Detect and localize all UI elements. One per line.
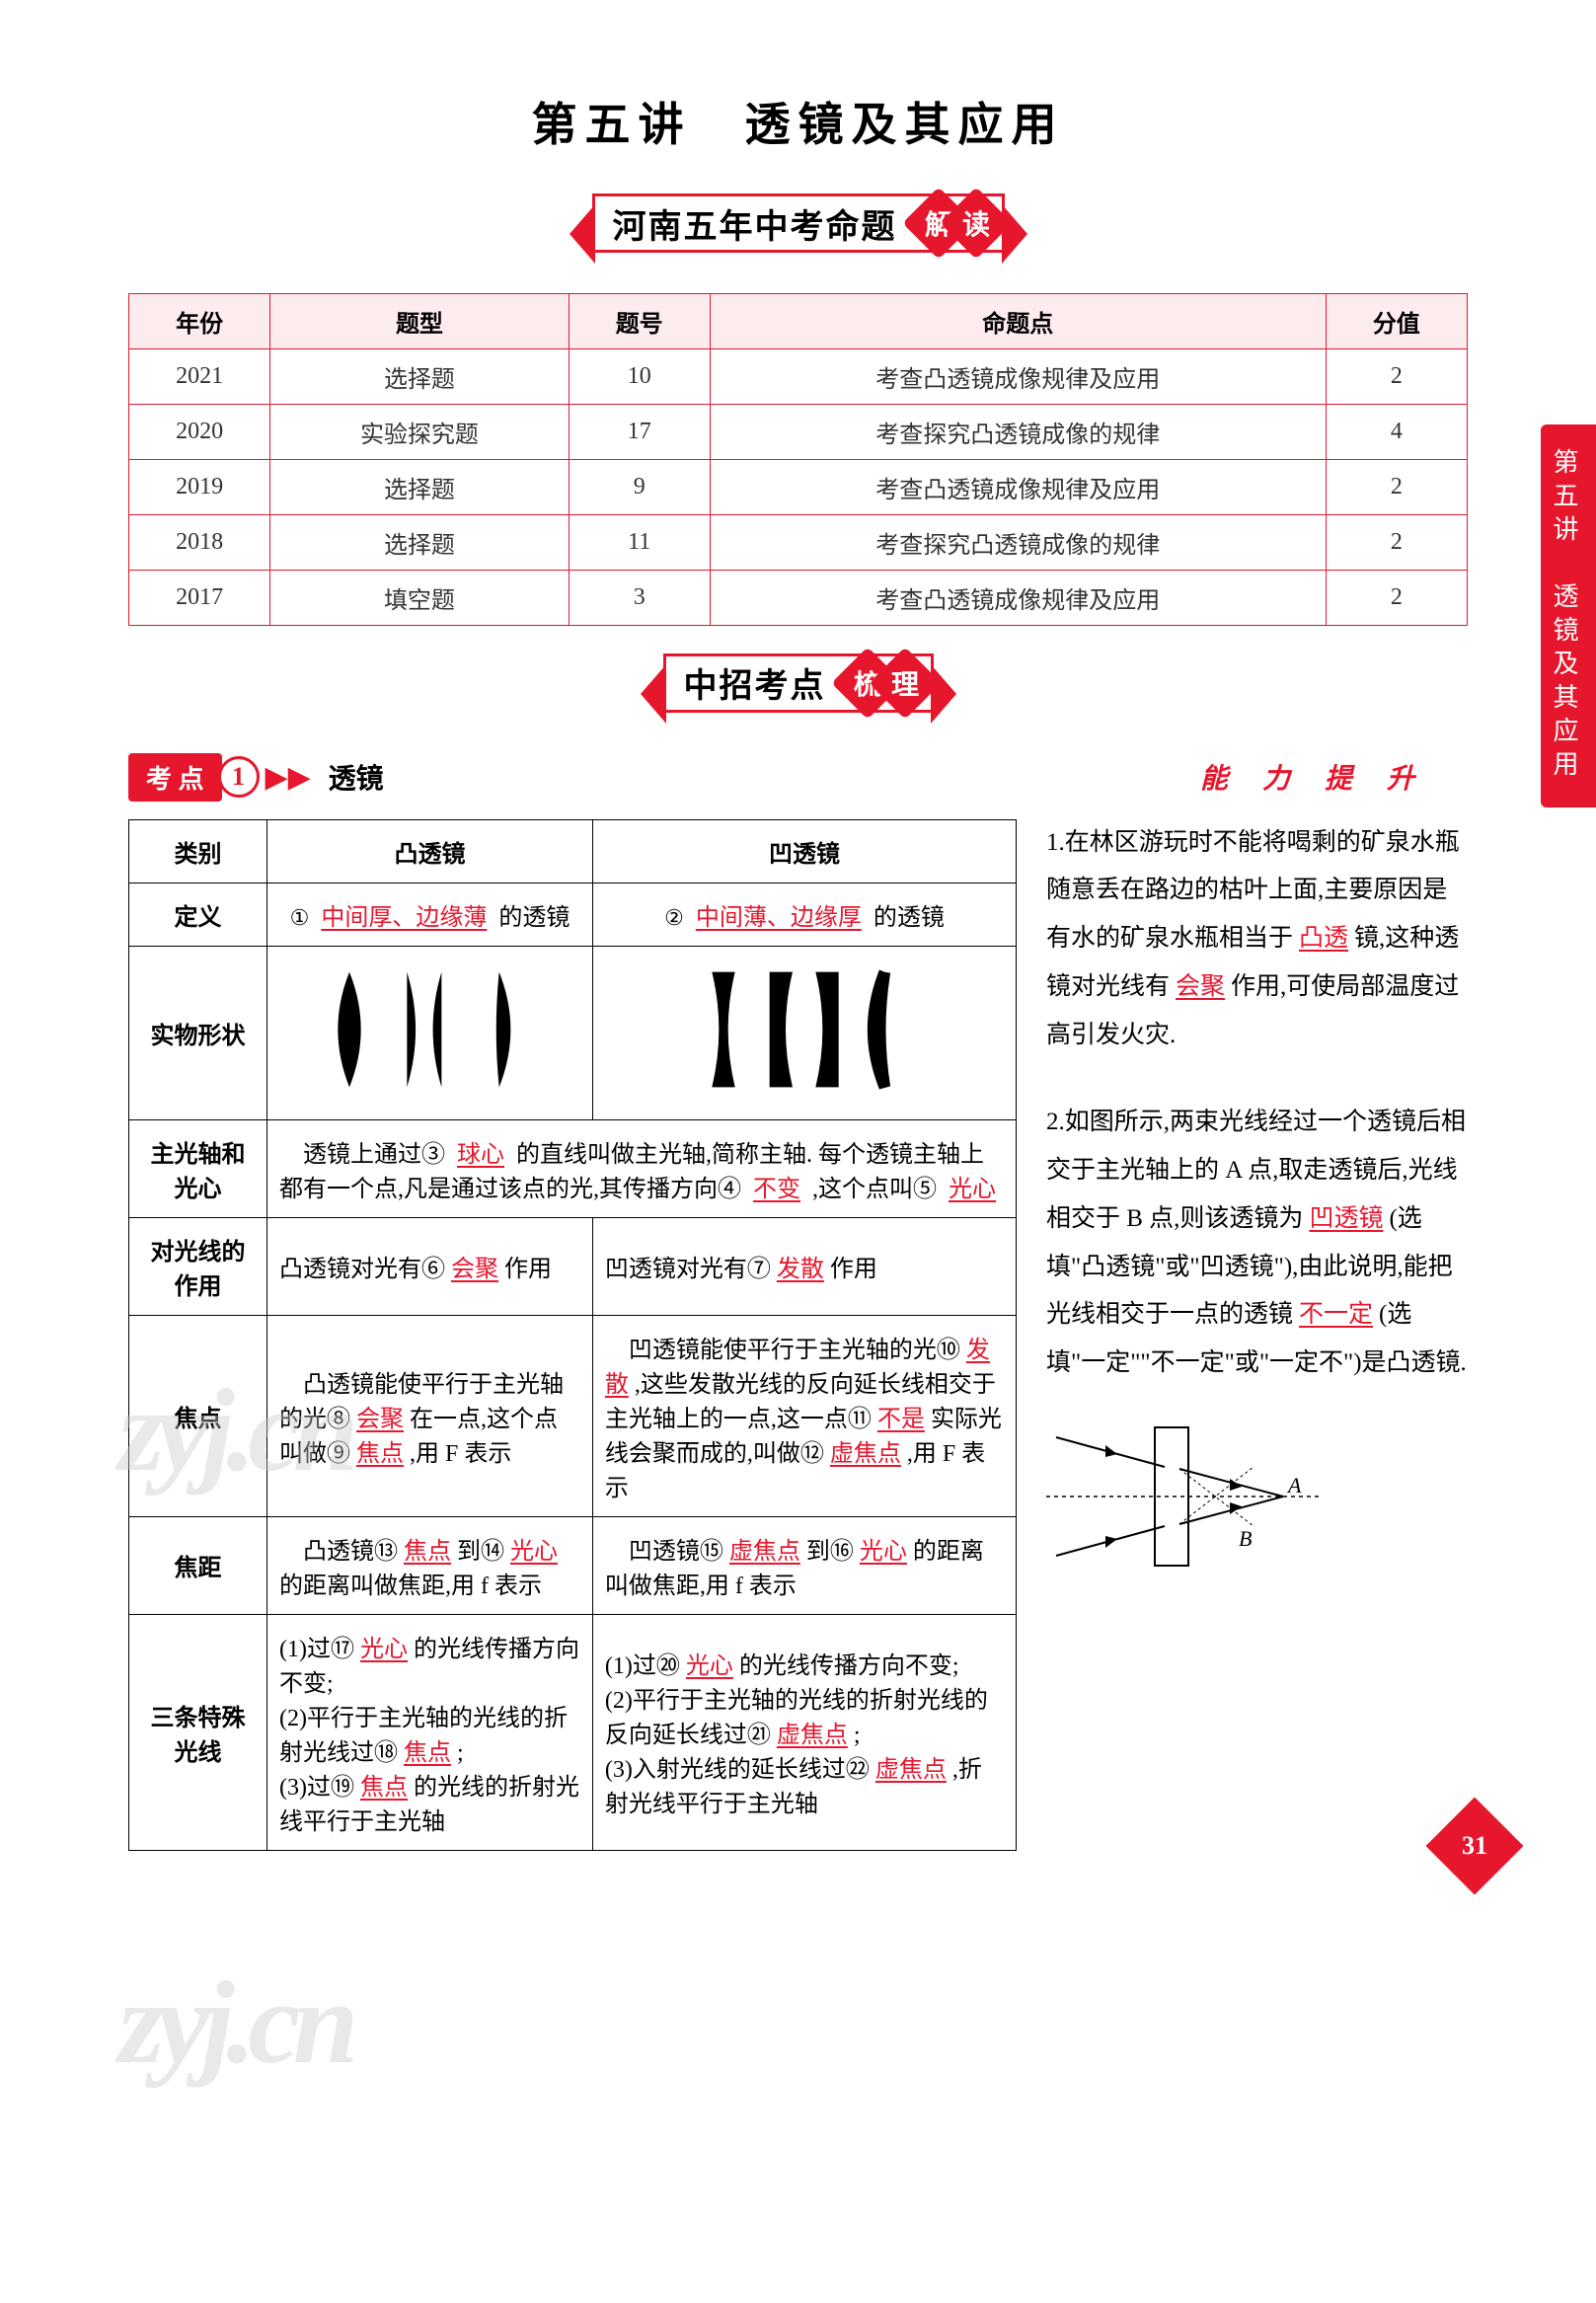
kaodian-label: 考 点 [128,753,222,802]
th-category: 类别 [129,819,267,883]
row-special-rays: 三条特殊光线 (1)过⑰光心的光线传播方向不变; (2)平行于主光轴的光线的折射… [129,1614,1017,1850]
answer-16: 光心 [854,1539,913,1565]
col-type: 题型 [270,293,569,348]
side-tab: 第五讲 透镜及其应用 [1541,424,1596,807]
table-row: 2017填空题3考查凸透镜成像规律及应用2 [129,570,1468,625]
answer-7: 发散 [771,1257,830,1282]
side-question-2: 2.如图所示,两束光线经过一个透镜后相交于主光轴上的 A 点,取走透镜后,光线相… [1046,1099,1468,1612]
page: 第五讲 透镜及其应用 河南五年中考命题 解 读 年份 题型 题号 命题点 分值 … [0,0,1596,1910]
convex-shapes [267,946,593,1119]
banner-2-badge: 梳 理 [848,654,931,712]
answer-17: 光心 [354,1637,414,1662]
answer-1: 中间厚、边缘薄 [315,905,493,931]
answer-14: 光心 [504,1539,564,1565]
row-effect: 对光线的作用 凸透镜对光有⑥会聚作用 凹透镜对光有⑦发散作用 [129,1217,1017,1315]
table-row: 2019选择题9考查凸透镜成像规律及应用2 [129,459,1468,514]
ability-heading: 能 力 提 升 [1200,757,1428,797]
row-focal-length: 焦距 凸透镜⑬焦点到⑭光心的距离叫做焦距,用 f 表示 凹透镜⑮虚焦点到⑯光心的… [129,1516,1017,1614]
answer-19: 焦点 [354,1775,414,1801]
banner-1: 河南五年中考命题 解 读 [128,193,1468,264]
answer-5: 光心 [943,1177,1002,1202]
answer-2: 中间薄、边缘厚 [690,905,868,931]
banner-1-text: 河南五年中考命题 [595,199,915,248]
answer-11: 不是 [872,1407,931,1432]
answer-8: 会聚 [350,1407,410,1432]
exam-history-table: 年份 题型 题号 命题点 分值 2021选择题10考查凸透镜成像规律及应用220… [128,293,1468,626]
col-year: 年份 [129,293,270,348]
th-convex: 凸透镜 [267,819,593,883]
content-row: 类别 凸透镜 凹透镜 定义 ① 中间厚、边缘薄 的透镜 ② 中间薄、边缘厚 的透… [128,819,1468,1851]
arrow-icon: ▶▶ [266,760,311,795]
kaodian-header: 考 点 1 ▶▶ 透镜 能 力 提 升 [128,753,1468,802]
answer-22: 虚焦点 [870,1757,952,1783]
side-answer-2b: 不一定 [1293,1301,1379,1328]
answer-13: 焦点 [398,1539,457,1565]
answer-3: 球心 [451,1142,510,1168]
banner-right-decor [1002,204,1027,264]
banner-2: 中招考点 梳 理 [128,653,1468,724]
lens-comparison-table: 类别 凸透镜 凹透镜 定义 ① 中间厚、边缘薄 的透镜 ② 中间薄、边缘厚 的透… [128,819,1017,1851]
table-row: 2021选择题10考查凸透镜成像规律及应用2 [129,348,1468,404]
side-answer-1b: 会聚 [1170,973,1231,1000]
kaodian-number: 1 [218,756,260,798]
answer-4: 不变 [747,1177,806,1202]
table-header-row: 年份 题型 题号 命题点 分值 [129,293,1468,348]
page-title: 第五讲 透镜及其应用 [128,89,1468,154]
col-no: 题号 [569,293,710,348]
answer-12: 虚焦点 [824,1441,907,1467]
side-question-1: 1.在林区游玩时不能将喝剩的矿泉水瓶随意丢在路边的枯叶上面,主要原因是有水的矿泉… [1046,819,1468,1060]
th-concave: 凹透镜 [592,819,1016,883]
table-row: 2018选择题11考查探究凸透镜成像的规律2 [129,514,1468,570]
answer-15: 虚焦点 [723,1539,806,1565]
kaodian-title: 透镜 [329,757,384,797]
banner-1-badge: 解 读 [919,194,1002,252]
row-axis: 主光轴和光心 透镜上通过③ 球心 的直线叫做主光轴,简称主轴. 每个透镜主轴上都… [129,1119,1017,1217]
answer-6: 会聚 [445,1257,504,1282]
page-number: 31 [1462,1831,1487,1861]
side-answer-2a: 凹透镜 [1303,1205,1389,1232]
answer-18: 焦点 [398,1740,457,1766]
col-score: 分值 [1326,293,1467,348]
ability-column: 1.在林区游玩时不能将喝剩的矿泉水瓶随意丢在路边的枯叶上面,主要原因是有水的矿泉… [1036,819,1468,1652]
lens-diagram: A B [1046,1398,1323,1595]
row-definition: 定义 ① 中间厚、边缘薄 的透镜 ② 中间薄、边缘厚 的透镜 [129,883,1017,946]
label-B: B [1239,1526,1252,1551]
concave-shapes [592,946,1016,1119]
banner-2-text: 中招考点 [666,658,844,707]
row-shape: 实物形状 [129,946,1017,1119]
watermark: zyj.cn [118,1955,350,2091]
col-topic: 命题点 [710,293,1326,348]
row-focus: 焦点 凸透镜能使平行于主光轴的光⑧会聚在一点,这个点叫做⑨焦点,用 F 表示 凹… [129,1315,1017,1516]
answer-9: 焦点 [350,1441,410,1467]
side-answer-1a: 凸透 [1293,925,1354,952]
answer-20: 光心 [680,1653,739,1679]
table-row: 2020实验探究题17考查探究凸透镜成像的规律4 [129,404,1468,459]
answer-21: 虚焦点 [771,1723,854,1748]
label-A: A [1286,1473,1302,1497]
